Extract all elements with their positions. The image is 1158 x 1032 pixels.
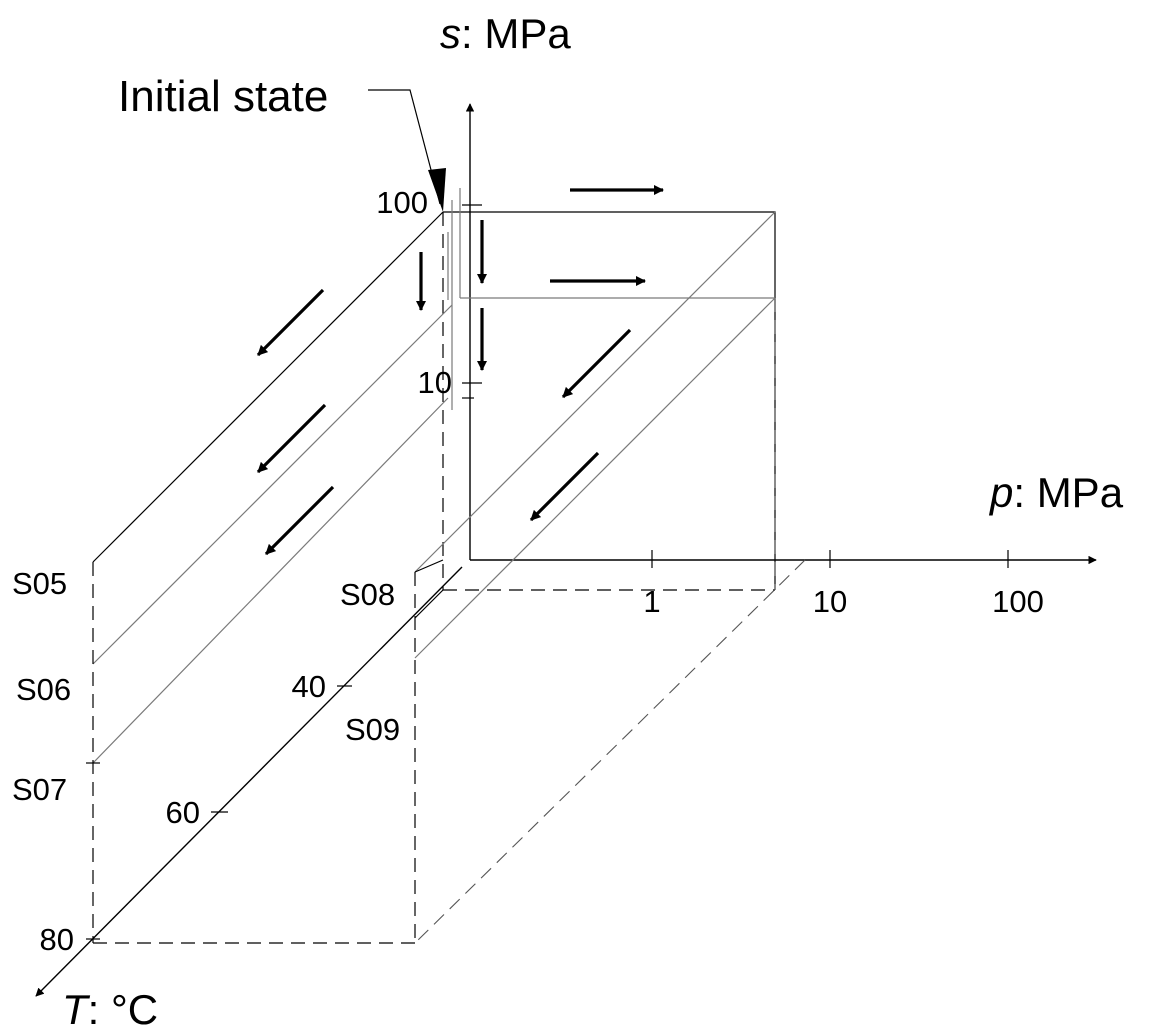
path-label: S09 <box>345 712 400 747</box>
initial-state-label: Initial state <box>118 72 328 121</box>
s-axis <box>462 103 482 560</box>
p-axis-title: p: MPa <box>988 469 1124 516</box>
direction-arrows <box>256 184 665 556</box>
bottom-frame <box>86 559 444 944</box>
T-tick-label: 60 <box>166 795 200 830</box>
diagonal-lines <box>92 211 806 944</box>
path-label: S05 <box>12 566 67 601</box>
path-label: S07 <box>12 772 67 807</box>
T-tick-label: 80 <box>40 922 74 957</box>
path-label: S08 <box>340 577 395 612</box>
p-axis <box>470 550 1097 568</box>
path-rectangles <box>442 188 776 591</box>
path-label: S06 <box>16 672 71 707</box>
T-axis <box>35 566 463 997</box>
p-tick-label: 1 <box>643 584 660 619</box>
s-tick-label: 10 <box>418 365 452 400</box>
s-tick-label: 100 <box>376 185 428 220</box>
T-axis-title: T: °C <box>62 986 158 1032</box>
T-tick-label: 40 <box>292 669 326 704</box>
p-tick-label: 100 <box>992 584 1044 619</box>
initial-state-callout: Initial state <box>118 72 446 212</box>
s-axis-title: s: MPa <box>440 10 571 57</box>
p-tick-label: 10 <box>813 584 847 619</box>
